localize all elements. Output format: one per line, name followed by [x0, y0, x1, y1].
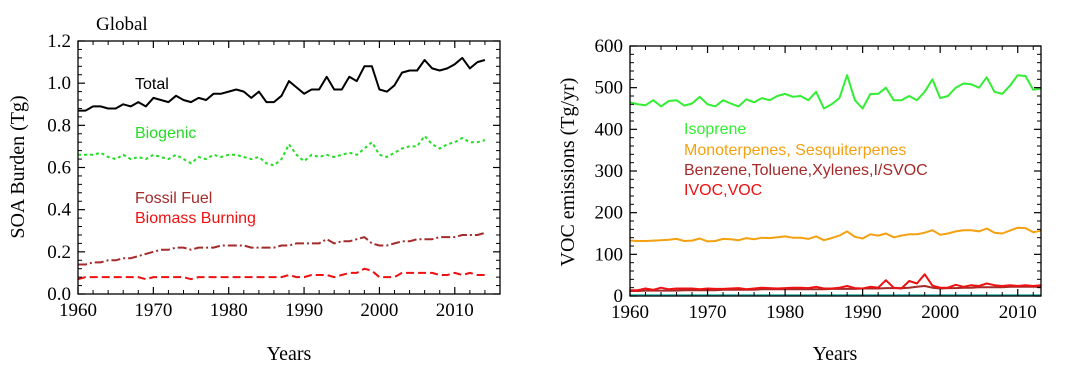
- left-y-tick-label-0: 0.0: [47, 284, 71, 305]
- right-y-tick-label-4: 400: [595, 119, 624, 140]
- right-y-tick-label-1: 100: [595, 244, 624, 265]
- left-y-tick-label-3: 0.6: [47, 158, 71, 179]
- right-x-axis-label: Years: [813, 343, 858, 365]
- right-x-tick-label-3: 1990: [844, 302, 882, 323]
- left-y-tick-label-1: 0.2: [47, 242, 71, 263]
- legend-biogenic: Biogenic: [135, 125, 196, 142]
- right-y-axis-label: VOC emissions (Tg/yr): [557, 78, 579, 267]
- left-series-line-3: [77, 267, 485, 281]
- right-x-tick-label-2: 1980: [766, 302, 804, 323]
- left-x-tick-label-1: 1970: [134, 300, 172, 321]
- legend-aromatics-isvoc: Benzene,Toluene,Xylenes,I/SVOC: [684, 162, 928, 179]
- right-chart-panel: 1960 1970 1980 1990 2000 2010 0 100 200 300 400 500…: [557, 36, 1042, 365]
- right-y-tick-label-6: 600: [595, 36, 624, 57]
- left-series-line-1: [78, 134, 486, 167]
- left-x-tick-label-4: 2000: [360, 300, 398, 321]
- left-x-tick-label-0: 1960: [59, 300, 97, 321]
- right-series-line-1: [629, 226, 1042, 243]
- right-y-tick-label-0: 0: [614, 286, 624, 307]
- left-x-tick-label-2: 1980: [210, 300, 248, 321]
- right-x-tick-label-5: 2010: [999, 302, 1037, 323]
- left-series-line-2: [78, 231, 486, 266]
- left-chart-title: Global: [96, 14, 148, 35]
- left-series-line-0: [78, 56, 486, 112]
- legend-monoterpenes: Monoterpenes, Sesquiterpenes: [684, 142, 906, 159]
- left-x-tick-label-5: 2010: [436, 300, 474, 321]
- right-series-line-0: [629, 74, 1042, 110]
- right-series-line-3: [630, 273, 1042, 292]
- left-chart-series: [77, 56, 486, 281]
- left-x-tick-label-3: 1990: [285, 300, 323, 321]
- legend-total: Total: [135, 76, 169, 93]
- left-chart-panel: 1960 1970 1980 1990 2000 2010 0.0 0.2 0.4 0.6 0.8 1…: [7, 14, 501, 365]
- right-x-tick-label-4: 2000: [921, 302, 959, 323]
- legend-fossil-fuel: Fossil Fuel: [135, 190, 212, 207]
- left-y-axis-label: SOA Burden (Tg): [7, 95, 29, 238]
- legend-biomass-burning: Biomass Burning: [135, 210, 256, 227]
- left-x-axis-label: Years: [267, 343, 312, 365]
- right-x-tick-label-1: 1970: [689, 302, 727, 323]
- left-y-tick-label-6: 1.2: [47, 31, 71, 52]
- left-y-tick-label-4: 0.8: [47, 115, 71, 136]
- right-y-tick-label-2: 200: [595, 203, 624, 224]
- right-y-tick-label-5: 500: [595, 78, 624, 99]
- legend-isoprene: Isoprene: [684, 121, 746, 138]
- left-y-tick-label-2: 0.4: [47, 200, 71, 221]
- right-x-tick-label-0: 1960: [611, 302, 649, 323]
- legend-ivoc-voc: IVOC,VOC: [684, 182, 762, 199]
- right-y-tick-label-3: 300: [595, 161, 624, 182]
- right-chart-series: [629, 74, 1042, 297]
- left-y-tick-label-5: 1.0: [47, 73, 71, 94]
